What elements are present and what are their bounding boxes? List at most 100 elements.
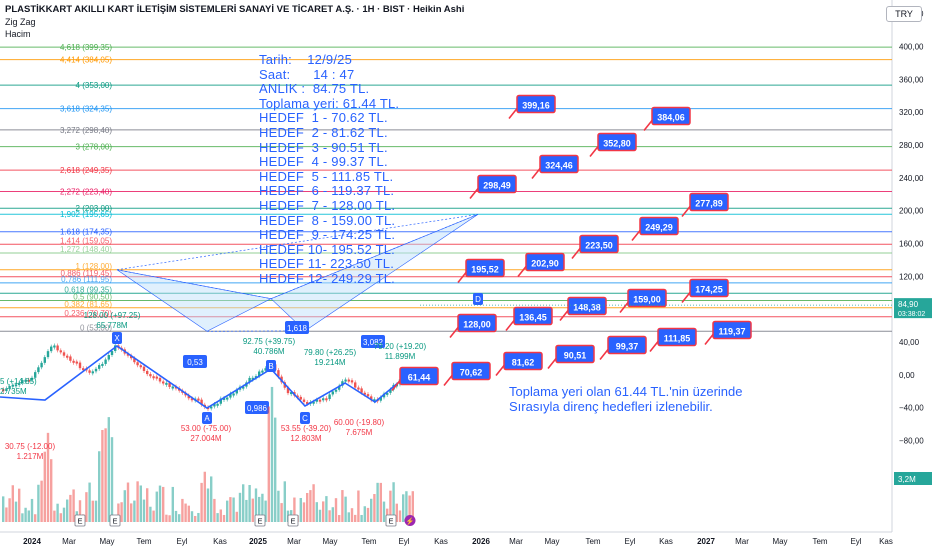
- candle: [312, 401, 315, 404]
- candle: [360, 388, 363, 393]
- volume-bar: [334, 498, 338, 522]
- candle: [152, 376, 155, 379]
- volume-bar: [110, 437, 114, 522]
- volume-bar: [402, 494, 405, 522]
- volume-bar: [213, 498, 216, 522]
- earnings-marker: [109, 514, 121, 527]
- volume-bar: [398, 510, 402, 522]
- note-line: HEDEF 10- 195.52 TL.: [259, 241, 395, 257]
- target-price-badge: [457, 313, 497, 333]
- fib-level-label: 2 (203,00): [76, 204, 113, 213]
- candle: [168, 382, 171, 387]
- volume-bar: [190, 511, 194, 522]
- target-notes: Tarih: 12/9/25 Saat: 14 : 47 ANLIK : 84.75…: [259, 52, 399, 287]
- indicator-zigzag-label[interactable]: Zig Zag: [5, 17, 36, 27]
- zigzag-annotation: 53.55 (-39.20): [281, 424, 332, 433]
- volume-bar: [139, 485, 142, 522]
- volume-bar: [370, 498, 373, 522]
- volume-bar: [181, 498, 184, 522]
- candle: [338, 385, 341, 390]
- candle: [126, 353, 130, 356]
- fib-level-label: 2,272 (223,40): [60, 187, 112, 196]
- volume-bar: [219, 509, 222, 522]
- volume-bar: [24, 507, 27, 522]
- candle: [104, 359, 107, 364]
- fib-level-label: 0,886 (119,45): [61, 269, 113, 278]
- target-pointer: [631, 230, 641, 241]
- candle: [306, 401, 309, 404]
- volume-bar: [306, 492, 309, 522]
- y-tick-label: 120,00: [899, 272, 924, 281]
- volume-bar: [392, 482, 395, 522]
- target-pointer: [469, 188, 479, 199]
- target-price-badge: [451, 361, 491, 381]
- volume-bar: [258, 496, 261, 522]
- target-pointer: [599, 349, 609, 360]
- candle: [389, 389, 392, 393]
- target-price-label: 174,25: [695, 285, 723, 295]
- target-price-badge: [465, 258, 505, 278]
- x-tick-label: 2027: [697, 537, 715, 546]
- volume-bar: [293, 497, 296, 522]
- volume-bar: [376, 482, 379, 522]
- volume-bar: [155, 491, 158, 522]
- y-tick-label: −80,00: [899, 436, 924, 445]
- candle: [18, 383, 21, 386]
- volume-bar: [149, 506, 152, 522]
- dividend-marker-label: ⚡: [406, 517, 415, 526]
- volume-bar: [11, 485, 14, 522]
- candle: [142, 366, 146, 371]
- candle: [46, 351, 50, 358]
- volume-bar: [27, 510, 30, 522]
- candle: [98, 365, 101, 369]
- volume-bar: [216, 513, 219, 522]
- volume-bar: [94, 500, 98, 522]
- earnings-marker: [385, 514, 397, 527]
- candle: [187, 395, 190, 399]
- volume-bar: [325, 496, 328, 522]
- target-price-badge: [651, 106, 691, 126]
- target-pointer: [517, 266, 527, 277]
- zigzag-annotation: 128.00 (+97.25): [84, 311, 141, 320]
- support-note: Toplama yeri olan 61.44 TL.'nin üzerinde…: [509, 384, 743, 414]
- x-tick-label: May: [772, 537, 787, 546]
- target-price-badge: [689, 192, 729, 212]
- candle: [34, 372, 37, 378]
- candle: [130, 355, 133, 359]
- target-pointer: [681, 206, 691, 217]
- x-tick-label: Mar: [509, 537, 523, 546]
- currency-selector[interactable]: TRY: [886, 6, 922, 22]
- candle: [78, 362, 82, 369]
- volume-bar: [338, 515, 341, 522]
- candle: [75, 361, 78, 364]
- target-price-badge: [516, 94, 556, 114]
- candle: [318, 399, 322, 402]
- pattern-ratio-badge: [361, 335, 385, 348]
- volume-bar: [357, 490, 360, 522]
- earnings-marker-label: E: [290, 517, 295, 526]
- candle: [325, 398, 328, 401]
- note-line: HEDEF 6 - 119.37 TL.: [259, 183, 395, 199]
- candle: [344, 379, 347, 382]
- dividend-marker: [404, 515, 416, 526]
- volume-bar: [72, 489, 75, 522]
- zigzag-annotation-volume: 65.778M: [96, 321, 127, 330]
- candle: [290, 392, 293, 395]
- volume-bar: [46, 432, 50, 522]
- candle: [91, 371, 94, 374]
- volume-bar: [229, 497, 232, 522]
- volume-bar: [341, 490, 344, 522]
- volume-bar: [210, 476, 213, 522]
- earnings-marker-label: E: [388, 517, 393, 526]
- volume-bar: [104, 428, 107, 522]
- volume-bar: [254, 488, 258, 522]
- target-price-label: 384,06: [657, 113, 685, 123]
- candle: [322, 398, 325, 401]
- indicator-volume-label[interactable]: Hacim: [5, 29, 31, 39]
- volume-bar: [178, 514, 181, 522]
- volume-bar: [120, 502, 123, 522]
- target-price-badge: [607, 335, 647, 355]
- zigzag-annotation: 30.75 (-12.00): [5, 442, 56, 451]
- last-price-badge: [894, 298, 932, 319]
